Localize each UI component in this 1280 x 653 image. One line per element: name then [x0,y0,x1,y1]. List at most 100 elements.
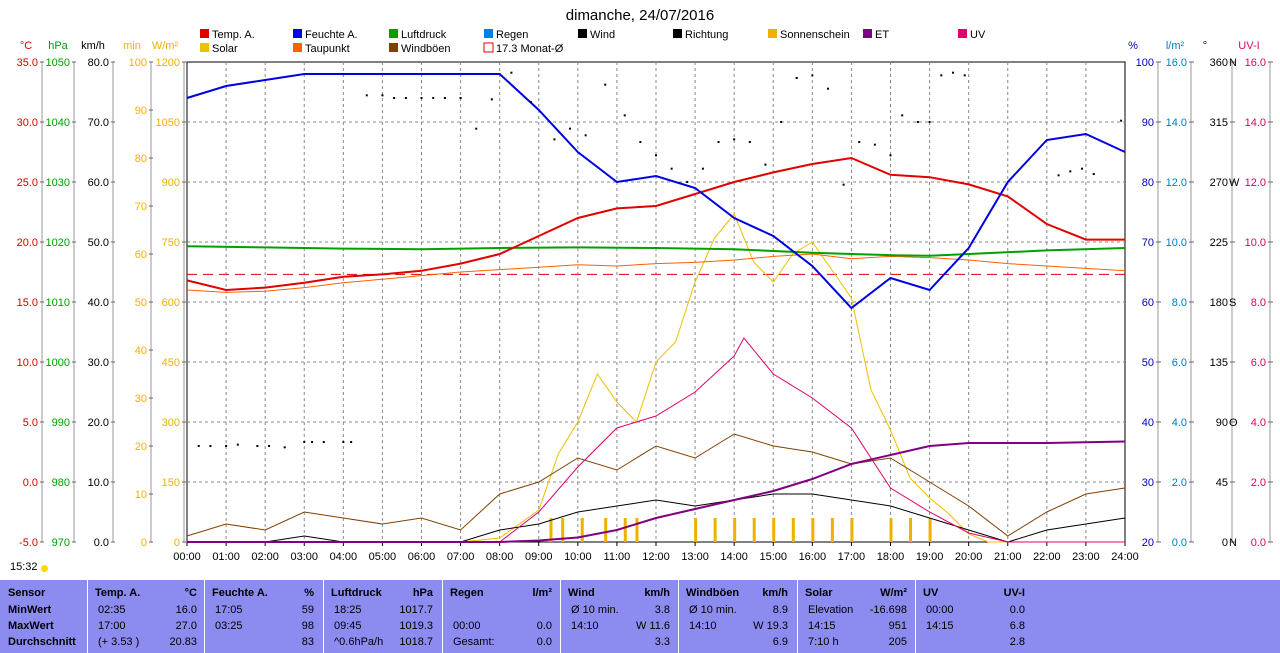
right-axis-tick-label: 60 [1142,297,1154,309]
right-axis-tick-label: 6.0 [1172,357,1187,369]
summary-avg-value: 1018.7 [399,636,433,648]
series-richtung-point [283,446,286,449]
legend-windb-en-label: Windböen [401,43,451,55]
legend-et-label: ET [875,29,889,41]
summary-unit: km/h [762,587,788,599]
left-axis-tick-label: 20 [135,441,147,453]
right-axis-tick-label: 14.0 [1166,117,1187,129]
series-luftdruck-line [186,245,1126,257]
legend-solar-label: Solar [212,43,238,55]
right-axis-direction-label: O [1229,417,1238,429]
summary-min-time: Elevation [808,604,854,616]
summary-avg-time: ^0.6hPa/h [334,636,384,648]
left-axis-tick-label: 40.0 [88,297,109,309]
x-tick-label: 13:00 [681,551,709,563]
right-axis-tick-label: 0 [1222,537,1228,549]
series-richtung-point [381,94,384,97]
left-axis-tick-label: 30.0 [88,357,109,369]
x-tick-label: 19:00 [916,551,944,563]
left-axis-tick-label: 0.0 [23,477,38,489]
left-axes: °C 35.0 30.0 25.0 20.0 15.0 10.0 5.0 0.0 -5.0 hPa 1… [17,40,186,549]
series-richtung-point [342,441,345,443]
series-richtung-point [404,97,407,99]
series-richtung-point [197,445,200,447]
summary-min-time: 18:25 [334,604,362,616]
series-richtung-point [916,121,919,123]
right-axis-tick-label: 0.0 [1251,537,1266,549]
right-axis-tick-label: 4.0 [1251,417,1266,429]
left-axis-tick-label: 80.0 [88,57,109,69]
series-richtung-point [311,441,314,443]
right-axis-direction-label: N [1229,537,1237,549]
right-axis-tick-label: 225 [1210,237,1228,249]
left-axis-unit-min: min [123,40,141,52]
series-richtung-point [236,443,239,446]
series-sonnenschein-bar [580,518,584,542]
left-axis-tick-label: 0 [141,537,147,549]
legend-wind-swatch [578,29,587,38]
series-richtung-point [795,77,798,79]
left-axis-tick-label: 10.0 [88,477,109,489]
left-axis-tick-label: 450 [162,357,180,369]
legend-sonnenschein-swatch [768,29,777,38]
summary-max-time: 00:00 [453,620,481,632]
series-richtung-point [584,134,587,137]
legend-windb-en-swatch [389,43,398,52]
left-axis-tick-label: 1000 [46,357,70,369]
series-sonnenschein-bar [791,518,795,542]
series-richtung-point [350,441,353,443]
summary-min-value: 16.0 [175,604,197,616]
series-sonnenschein-bar [713,518,717,542]
x-tick-label: 09:00 [525,551,553,563]
legend-feuchte-a-swatch [293,29,302,38]
series-richtung-point [1092,173,1095,175]
right-axis-tick-label: 360 [1210,57,1228,69]
right-axis-unit-l-m: l/m² [1166,40,1185,52]
x-tick-label: 15:00 [759,551,787,563]
legend-richtung-label: Richtung [685,29,728,41]
left-axis-tick-label: 60.0 [88,177,109,189]
legend-sonnenschein-label: Sonnenschein [780,29,850,41]
left-axis-tick-label: 300 [162,417,180,429]
summary-avg-value: 0.0 [536,636,552,648]
summary-column-wind: Wind km/h Ø 10 min. 3.8 14:10 W 11.6 3.3 [560,580,676,653]
summary-avg-time: Gesamt: [453,636,495,648]
legend-temp-a-label: Temp. A. [212,29,255,41]
summary-min-value: -16.698 [869,604,907,616]
series-et-line [187,440,1126,543]
series-sonnenschein-bar [733,518,737,542]
legend-uv-label: UV [970,29,986,41]
right-axis-tick-label: 16.0 [1166,57,1187,69]
right-axis-tick-label: 70 [1142,237,1154,249]
left-axis-tick-label: 20.0 [17,237,38,249]
left-axis-tick-label: 900 [162,177,180,189]
summary-min-value: 1017.7 [399,604,433,616]
series-richtung-point [963,74,966,77]
left-axis-tick-label: 750 [162,237,180,249]
row-label-avg: Durchschnitt [8,636,76,648]
series-richtung-point [655,154,657,157]
summary-column-regen: Regen l/m² 00:00 0.0 Gesamt: 0.0 [442,580,558,653]
left-axis-tick-label: 1040 [46,117,70,129]
left-axis-tick-label: 980 [52,477,70,489]
summary-column-uv: UV UV-I 00:00 0.0 14:15 6.8 2.8 [915,580,1031,653]
left-axis-tick-label: 80 [135,153,147,165]
legend-wind-label: Wind [590,29,615,41]
series-richtung-point [701,167,704,170]
summary-avg-value: 20.83 [169,636,197,648]
sun-time-label: 15:32 [10,561,38,573]
legend-feuchte-a-label: Feuchte A. [305,29,358,41]
right-axis-tick-label: 90 [1142,117,1154,129]
series-temp-a-line [186,156,1125,292]
right-axis-tick-label: 315 [1210,117,1228,129]
left-axis-tick-label: 15.0 [17,297,38,309]
left-axis-tick-label: 100 [129,57,147,69]
left-axis-tick-label: 970 [52,537,70,549]
series-richtung-point [873,143,876,146]
summary-title: Temp. A. [95,587,141,599]
right-axis-tick-label: 135 [1210,357,1228,369]
series-richtung-point [393,97,396,99]
summary-column-windb-en: Windböen km/h Ø 10 min. 8.9 14:10 W 19.3 6.9 [678,580,794,653]
series-sonnenschein-bar [561,518,565,542]
series-sonnenschein-bar [830,518,834,542]
